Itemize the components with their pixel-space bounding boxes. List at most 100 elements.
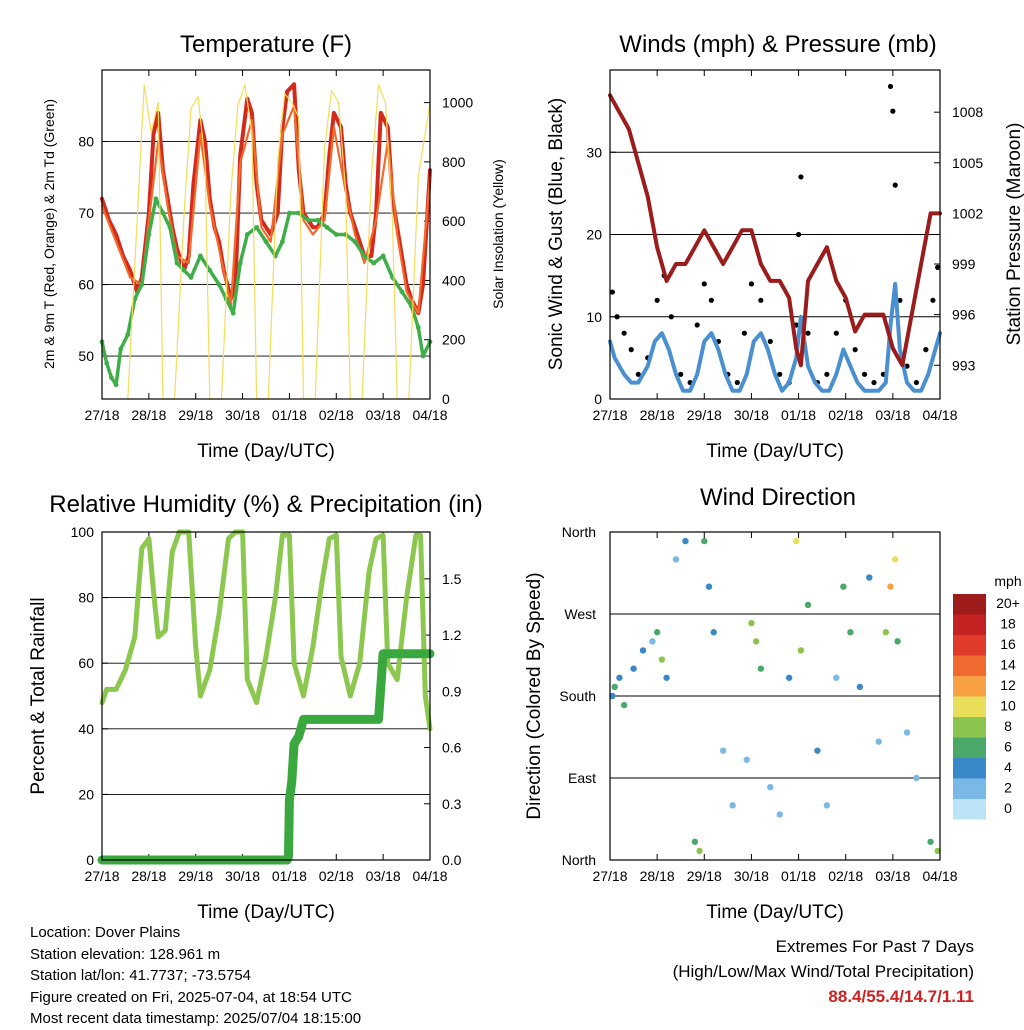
y2-tick-label-2: 0.0: [442, 852, 462, 868]
y2-tick-label-0: 1000: [442, 95, 473, 111]
colorbar-label: 18: [1000, 616, 1016, 632]
extremes-values: 88.4/55.4/14.7/1.11: [828, 987, 974, 1006]
plot-frame-1: [609, 69, 941, 400]
dewpoint-point: [352, 239, 358, 245]
plot-frame-2: [101, 531, 431, 861]
colorbar-swatch: [953, 655, 986, 676]
direction-point: [776, 811, 783, 818]
gust-point: [668, 314, 674, 320]
gust-point: [833, 330, 839, 336]
series-line-relative-humidity: [99, 529, 433, 732]
y2-tick-label-2: 1.5: [442, 571, 462, 587]
series-line-9m-t: [100, 104, 432, 315]
y-tick-label-3: North: [562, 524, 596, 540]
x-tick-label-2: 04/18: [412, 868, 447, 884]
x-tick-label-1: 28/18: [640, 407, 675, 423]
direction-point: [729, 802, 736, 809]
x-tick-label-1: 03/18: [875, 407, 910, 423]
colorbar-label: 16: [1000, 636, 1016, 652]
y2-tick-label-2: 1.2: [442, 627, 462, 643]
direction-point: [672, 556, 680, 563]
gust-point: [654, 297, 660, 303]
dewpoint-point: [104, 360, 110, 366]
plot-frame-0: [101, 69, 431, 400]
panel-title-1: Winds (mph) & Pressure (mb): [619, 31, 936, 58]
colorbar-title: mph: [994, 573, 1021, 589]
direction-point: [658, 656, 666, 663]
x-axis-label-1: Time (Day/UTC): [706, 441, 844, 462]
x-tick-label-2: 01/18: [272, 868, 307, 884]
direction-point: [882, 629, 889, 636]
elevation-text: Station elevation: 128.961 m: [30, 945, 221, 963]
x-tick-label-3: 04/18: [922, 868, 957, 884]
gust-point: [621, 330, 627, 336]
dewpoint-point: [160, 210, 166, 216]
y-tick-label-3: East: [568, 770, 596, 786]
y-tick-label-3: West: [564, 606, 596, 622]
direction-point: [804, 601, 812, 609]
panel-title-3: Wind Direction: [700, 484, 856, 511]
colorbar-swatch: [953, 737, 986, 758]
gust-point: [795, 231, 802, 238]
dewpoint-point: [113, 382, 119, 388]
x-tick-label-1: 02/18: [828, 407, 863, 423]
y2-axis-label-1: Station Pressure (Maroon): [1004, 123, 1024, 346]
direction-point: [663, 674, 670, 681]
dewpoint-point: [380, 253, 386, 259]
colorbar-label: 10: [1000, 698, 1016, 714]
y-tick-label-2: 80: [78, 590, 94, 606]
colorbar-swatch: [953, 676, 986, 697]
gust-point: [748, 281, 755, 287]
gust-point: [798, 174, 804, 180]
x-axis-label-2: Time (Day/UTC): [197, 902, 335, 923]
y-tick-label-2: 20: [78, 786, 94, 802]
x-tick-label-0: 27/18: [84, 407, 119, 423]
dewpoint-point: [139, 282, 145, 287]
x-tick-label-0: 01/18: [272, 407, 307, 423]
timestamp-text: Most recent data timestamp: 2025/07/04 1…: [30, 1010, 362, 1027]
direction-point: [823, 802, 831, 809]
colorbar-swatch: [953, 594, 986, 615]
gust-point: [614, 314, 620, 320]
x-tick-label-0: 28/18: [131, 407, 166, 423]
gust-point: [861, 371, 868, 377]
y-tick-label-0: 50: [78, 348, 94, 364]
dewpoint-point: [167, 224, 173, 230]
colorbar-swatch: [953, 614, 986, 635]
direction-point: [630, 665, 637, 672]
gust-point: [930, 297, 936, 303]
direction-point: [696, 847, 703, 855]
created-text: Figure created on Fri, 2025-07-04, at 18…: [30, 988, 352, 1006]
y-tick-label-2: 100: [71, 524, 95, 540]
y2-tick-label-1: 1005: [952, 155, 983, 171]
y-axis-label-0: 2m & 9m T (Red, Orange) & 2m Td (Green): [41, 99, 57, 369]
direction-point: [913, 774, 920, 782]
direction-point: [748, 619, 755, 627]
direction-point: [793, 537, 800, 545]
y-axis-label-2: Percent & Total Rainfall: [28, 597, 49, 794]
gust-point: [887, 83, 894, 90]
series-line-solar-insolation: [127, 84, 431, 400]
dewpoint-point: [315, 217, 320, 223]
direction-point: [743, 756, 750, 763]
station-info: Location: Dover Plains Station elevation…: [30, 922, 361, 1030]
direction-point: [892, 556, 899, 563]
gust-point: [805, 330, 811, 336]
dewpoint-point: [287, 210, 292, 216]
x-tick-label-3: 02/18: [828, 868, 863, 884]
gust-point: [694, 322, 700, 328]
x-tick-label-2: 30/18: [225, 868, 260, 884]
direction-point: [616, 674, 623, 681]
y2-tick-label-0: 800: [442, 154, 466, 170]
x-tick-label-0: 29/18: [178, 407, 213, 423]
y2-tick-label-1: 996: [952, 307, 976, 323]
dewpoint-point: [198, 253, 203, 259]
series-line-station-pressure: [608, 93, 942, 368]
direction-point: [767, 783, 774, 791]
x-tick-label-0: 03/18: [366, 407, 401, 423]
y-tick-label-1: 20: [586, 227, 602, 243]
gust-point: [913, 379, 920, 386]
y2-tick-label-2: 0.3: [442, 796, 462, 812]
colorbar-swatch: [953, 799, 986, 820]
dewpoint-point: [343, 232, 349, 237]
